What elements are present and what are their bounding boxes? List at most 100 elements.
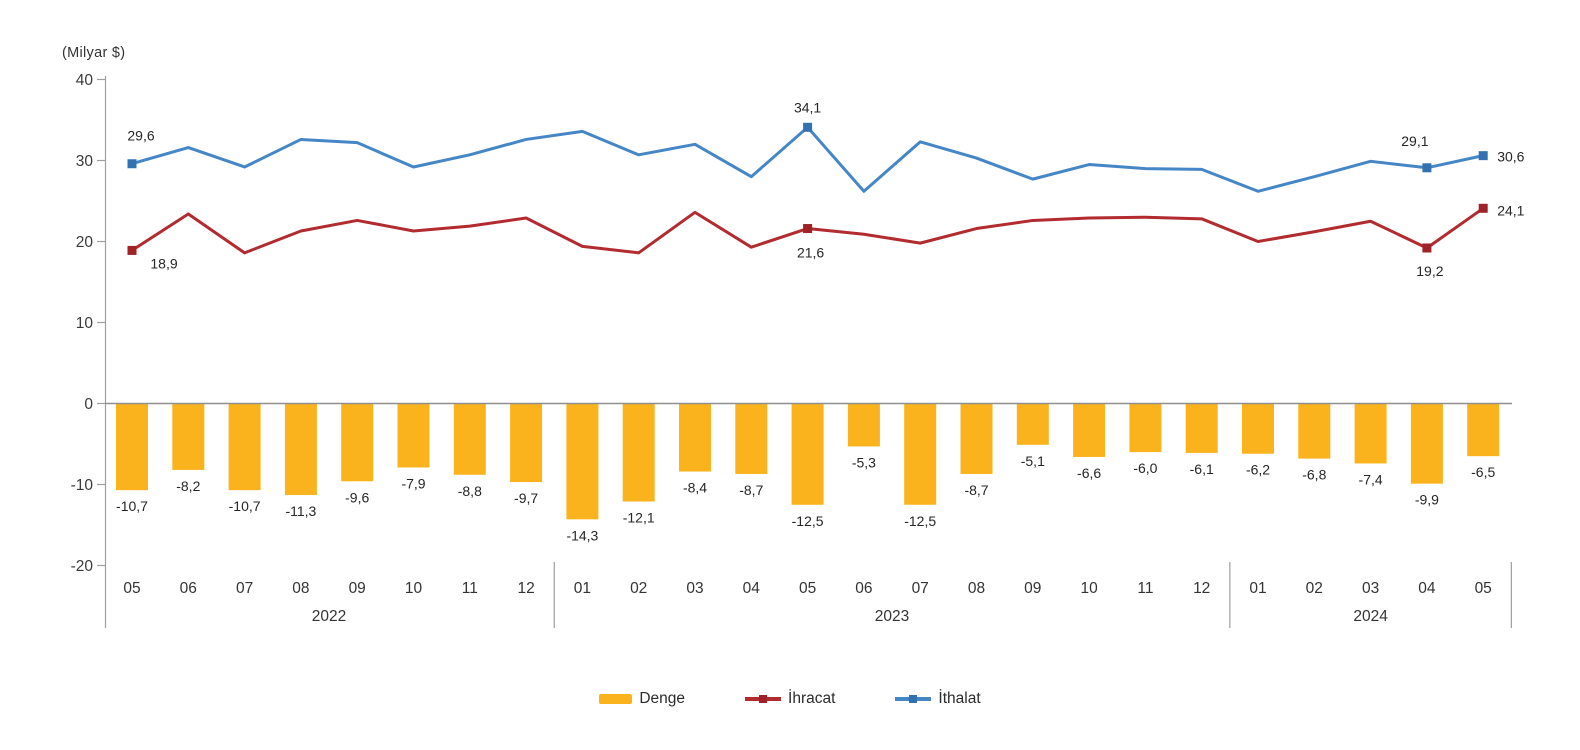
bar-value-label: -6,0 <box>1133 460 1157 476</box>
bar-value-label: -8,8 <box>458 483 482 499</box>
point-value-label: 30,6 <box>1497 149 1524 165</box>
bar-denge <box>1354 403 1387 464</box>
bar-value-label: -12,1 <box>623 510 655 526</box>
bar-denge <box>1242 403 1274 454</box>
bar-denge <box>960 403 993 474</box>
bar-denge <box>1410 403 1443 484</box>
legend-item-denge: Denge <box>599 690 685 708</box>
legend-label-denge: Denge <box>639 690 686 707</box>
point-value-label: 18,9 <box>150 255 177 271</box>
bar-denge <box>1016 403 1049 445</box>
y-tick-label: 20 <box>76 234 94 251</box>
y-tick-label: 30 <box>76 153 94 170</box>
month-label: 12 <box>517 580 534 597</box>
month-label: 10 <box>405 580 423 597</box>
y-tick-label: 10 <box>76 315 94 332</box>
point-value-label: 29,1 <box>1401 133 1428 149</box>
bar-denge <box>228 403 261 491</box>
point-marker <box>1478 151 1488 161</box>
month-label: 06 <box>180 580 197 597</box>
month-label: 09 <box>1024 580 1041 597</box>
point-marker <box>1422 163 1432 173</box>
denge-swatch-icon <box>599 694 633 704</box>
year-label: 2022 <box>312 608 346 625</box>
month-label: 04 <box>743 580 761 597</box>
month-label: 03 <box>1362 580 1379 597</box>
bar-denge <box>1298 403 1331 459</box>
bar-value-label: -6,5 <box>1471 464 1495 480</box>
legend-item-ithalat: İthalat <box>895 690 981 708</box>
bar-denge <box>566 403 599 520</box>
point-marker <box>1478 203 1488 213</box>
bar-value-label: -10,7 <box>116 498 148 514</box>
bar-denge <box>510 403 543 483</box>
bar-denge <box>341 403 374 482</box>
bar-denge <box>453 403 486 475</box>
bar-denge <box>904 403 937 505</box>
month-label: 10 <box>1080 580 1098 597</box>
point-value-label: 29,6 <box>127 128 154 144</box>
legend-label-ihracat: İhracat <box>788 690 836 707</box>
point-value-label: 19,2 <box>1416 263 1443 279</box>
bar-value-label: -10,7 <box>229 498 261 514</box>
bar-value-label: -8,4 <box>683 480 707 496</box>
month-label: 01 <box>1249 580 1266 597</box>
bar-value-label: -5,3 <box>852 454 876 470</box>
legend-item-ihracat: İhracat <box>745 690 835 708</box>
month-label: 07 <box>236 580 253 597</box>
bar-denge <box>622 403 655 502</box>
bar-value-label: -9,6 <box>345 489 369 505</box>
month-label: 02 <box>630 580 647 597</box>
bar-denge <box>1185 403 1218 453</box>
ihracat-swatch-icon <box>745 694 782 703</box>
bar-denge <box>1073 403 1106 457</box>
year-label: 2023 <box>875 608 909 625</box>
y-tick-label: -20 <box>71 558 94 575</box>
point-value-label: 21,6 <box>797 245 824 261</box>
month-label: 05 <box>799 580 816 597</box>
bar-value-label: -12,5 <box>792 513 824 529</box>
month-label: 07 <box>912 580 929 597</box>
bar-denge <box>847 403 880 447</box>
line-ithalat <box>130 125 1485 193</box>
y-axis-unit-label: (Milyar $) <box>62 45 126 61</box>
bar-denge <box>679 403 711 472</box>
bar-value-label: -9,7 <box>514 490 538 506</box>
bar-value-label: -6,1 <box>1190 461 1214 477</box>
month-label: 08 <box>292 580 309 597</box>
bar-value-label: -11,3 <box>285 503 316 519</box>
point-value-label: 24,1 <box>1497 202 1524 218</box>
bar-value-label: -8,7 <box>964 482 988 498</box>
ithalat-marker-icon <box>909 694 918 703</box>
bar-value-label: -14,3 <box>566 527 598 543</box>
point-marker <box>803 122 813 132</box>
bar-denge <box>791 403 824 505</box>
point-marker <box>127 159 137 169</box>
point-marker <box>127 245 137 255</box>
y-tick-label: 0 <box>84 396 93 413</box>
bar-value-label: -6,2 <box>1246 462 1270 478</box>
bar-value-label: -8,2 <box>176 478 200 494</box>
point-marker <box>1422 243 1432 253</box>
month-label: 11 <box>462 580 478 597</box>
y-tick-label: 40 <box>76 72 94 89</box>
bar-denge <box>116 403 148 491</box>
year-label: 2024 <box>1353 608 1388 625</box>
month-label: 11 <box>1137 580 1153 597</box>
bar-denge <box>284 403 317 496</box>
bar-value-label: -9,9 <box>1415 492 1439 508</box>
month-label: 12 <box>1193 580 1210 597</box>
bar-value-label: -6,6 <box>1077 465 1101 481</box>
bar-value-label: -8,7 <box>739 482 763 498</box>
month-label: 04 <box>1418 580 1436 597</box>
month-label: 05 <box>123 580 140 597</box>
bar-denge <box>397 403 430 468</box>
y-tick-label: -10 <box>71 477 94 494</box>
bar-denge <box>735 403 768 474</box>
bar-denge <box>1129 403 1162 453</box>
month-label: 02 <box>1306 580 1323 597</box>
bar-value-label: -12,5 <box>904 513 936 529</box>
month-label: 05 <box>1475 580 1492 597</box>
